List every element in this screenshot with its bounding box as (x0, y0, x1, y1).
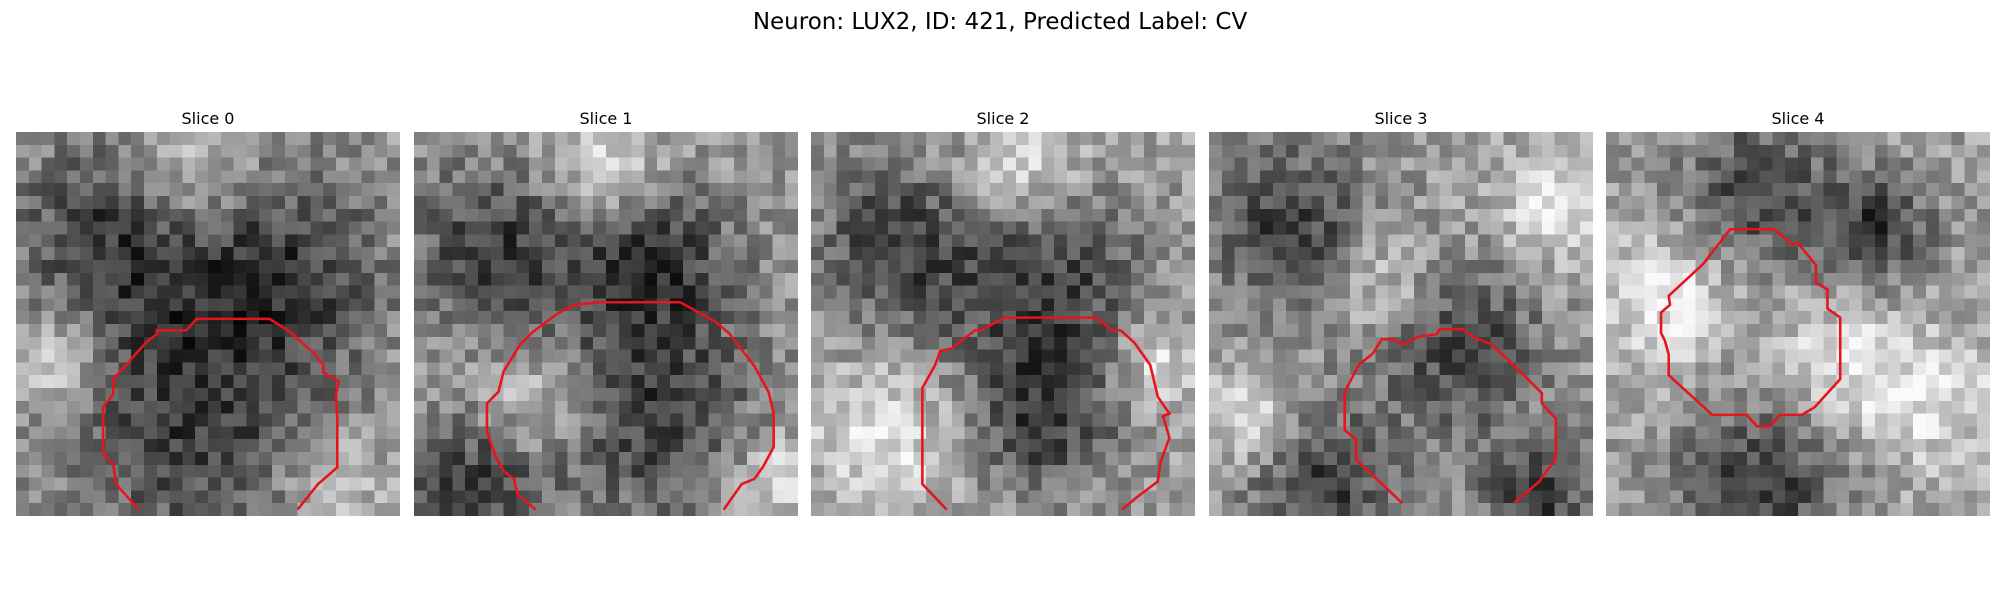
contour-line-0 (101, 317, 340, 511)
slice-title-3: Slice 3 (1374, 109, 1428, 128)
slice-image-3 (1209, 132, 1593, 516)
slice-image-1 (414, 132, 798, 516)
slice-title-0: Slice 0 (181, 109, 235, 128)
figure-title: Neuron: LUX2, ID: 421, Predicted Label: … (752, 9, 1248, 35)
slice-image-2 (811, 132, 1195, 516)
contour-line-1 (485, 300, 775, 511)
slice-title-2: Slice 2 (976, 109, 1030, 128)
pixel-grid-4 (1606, 132, 1990, 516)
slice-image-0 (16, 132, 400, 516)
slice-image-4 (1606, 132, 1990, 516)
pixel-grid-3 (1209, 132, 1593, 516)
slice-panel-0: Slice 0 (16, 108, 400, 516)
contour-line-3 (1343, 327, 1558, 505)
slice-title-1: Slice 1 (579, 109, 633, 128)
contour-line-2 (921, 316, 1172, 511)
slice-panel-4: Slice 4 (1606, 108, 1990, 516)
pixel-grid-2 (811, 132, 1195, 516)
pixel-grid-0 (16, 132, 400, 516)
slice-panel-1: Slice 1 (414, 108, 798, 516)
slice-panel-2: Slice 2 (811, 108, 1195, 516)
contour-line-4 (1659, 227, 1842, 428)
slice-panel-3: Slice 3 (1209, 108, 1593, 516)
pixel-grid-1 (414, 132, 798, 516)
slice-title-4: Slice 4 (1771, 109, 1825, 128)
